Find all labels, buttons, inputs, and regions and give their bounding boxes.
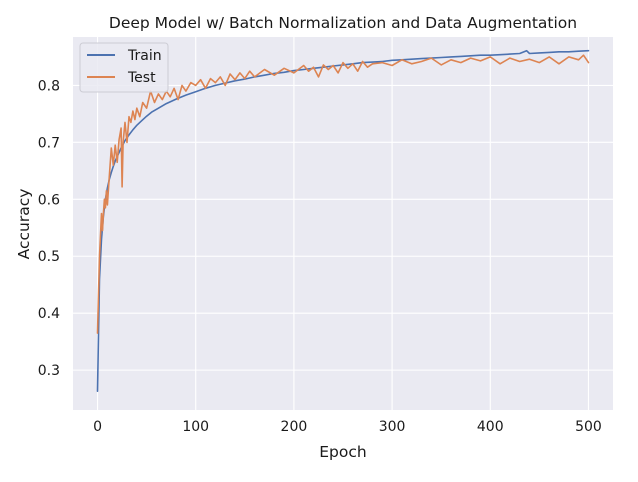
y-tick-label: 0.7 [38, 135, 60, 151]
y-axis-label: Accuracy [15, 189, 33, 260]
series-line-train [96, 49, 590, 393]
x-tick-label: 400 [477, 419, 504, 435]
y-tick-label: 0.8 [38, 78, 60, 94]
legend-label-test: Test [127, 70, 156, 86]
series-line-test [96, 54, 590, 334]
series-layer [96, 49, 590, 393]
x-tick-label: 500 [575, 419, 602, 435]
y-tick-label: 0.5 [38, 249, 60, 265]
x-tick-label: 0 [93, 419, 102, 435]
plot-background [73, 37, 613, 410]
chart-title: Deep Model w/ Batch Normalization and Da… [109, 14, 577, 32]
y-tick-label: 0.6 [38, 192, 60, 208]
legend: Train Test [79, 42, 169, 93]
legend-label-train: Train [127, 48, 162, 64]
x-tick-label: 200 [281, 419, 308, 435]
y-tick-label: 0.4 [38, 306, 60, 322]
x-axis-label: Epoch [319, 443, 366, 461]
x-tick-label: 100 [182, 419, 209, 435]
y-tick-label: 0.3 [38, 363, 60, 379]
tick-layer: 0 100 200 300 400 500 0.3 0.4 0.5 0.6 0.7 0.8 [38, 78, 602, 435]
x-tick-label: 300 [379, 419, 406, 435]
